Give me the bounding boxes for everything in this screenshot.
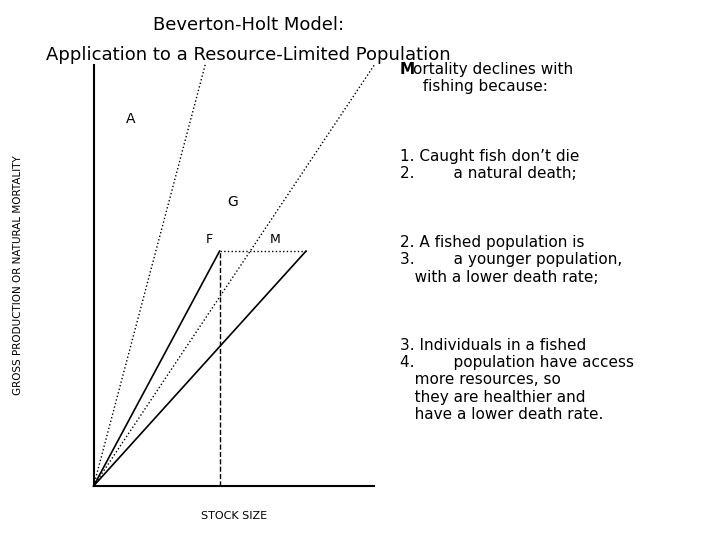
Text: M: M (400, 62, 415, 77)
Text: F: F (206, 233, 213, 246)
Text: A: A (126, 112, 135, 126)
Text: Beverton-Holt Model:: Beverton-Holt Model: (153, 16, 344, 34)
Text: ortality declines with
  fishing because:: ortality declines with fishing because: (413, 62, 572, 94)
Text: STOCK SIZE: STOCK SIZE (201, 511, 267, 521)
Text: GROSS PRODUCTION OR NATURAL MORTALITY: GROSS PRODUCTION OR NATURAL MORTALITY (13, 156, 23, 395)
Text: 1. Caught fish don’t die
2.        a natural death;: 1. Caught fish don’t die 2. a natural de… (400, 148, 579, 181)
Text: 3. Individuals in a fished
4.        population have access
   more resources, s: 3. Individuals in a fished 4. population… (400, 338, 634, 422)
Text: Application to a Resource-Limited Population: Application to a Resource-Limited Popula… (46, 46, 451, 64)
Text: G: G (227, 195, 238, 210)
Text: M: M (270, 233, 281, 246)
Text: 2. A fished population is
3.        a younger population,
   with a lower death : 2. A fished population is 3. a younger p… (400, 235, 622, 285)
